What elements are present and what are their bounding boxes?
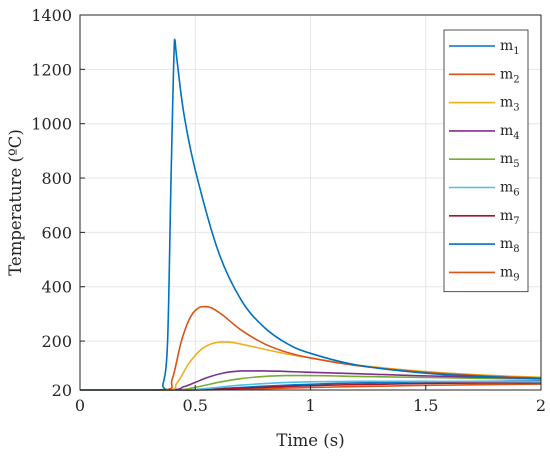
x-axis-title: Time (s): [276, 431, 344, 450]
y-tick-label: 800: [41, 169, 72, 188]
x-tick-label: 0.5: [183, 396, 208, 415]
y-tick-label: 1200: [31, 60, 72, 79]
legend-label-m1: m1: [500, 38, 520, 57]
y-tick-label: 1000: [31, 115, 72, 134]
legend-label-m5: m5: [500, 151, 520, 170]
legend-label-m9: m9: [500, 264, 520, 283]
axis-ticks: 0 0.5 1 1.5 2 20 200 400 600 800 1000 1200 1400: [31, 6, 546, 415]
series-line-m5: [80, 374, 542, 391]
x-tick-label: 2: [536, 396, 546, 415]
legend-label-m8: m8: [500, 236, 520, 255]
y-tick-label: 400: [41, 278, 72, 297]
grid: [80, 15, 541, 390]
series-line-m4: [80, 370, 542, 391]
y-axis-title: Temperature (ºC): [6, 129, 25, 276]
x-tick-label: 0: [75, 396, 85, 415]
legend-label-m6: m6: [500, 180, 520, 199]
legend-label-m2: m2: [500, 66, 520, 85]
y-tick-label: 600: [41, 223, 72, 242]
legend-label-m7: m7: [500, 208, 520, 227]
legend-label-m4: m4: [500, 123, 520, 142]
legend: m1 m2 m3 m4 m5 m6 m7 m8 m9: [443, 29, 529, 293]
y-tick-label: 200: [41, 332, 72, 351]
y-tick-label: 20: [52, 381, 72, 400]
series-line-m1: [80, 38, 542, 391]
x-tick-label: 1: [305, 396, 315, 415]
x-tick-label: 1.5: [413, 396, 438, 415]
legend-label-m3: m3: [500, 95, 520, 114]
y-tick-label: 1400: [31, 6, 72, 25]
